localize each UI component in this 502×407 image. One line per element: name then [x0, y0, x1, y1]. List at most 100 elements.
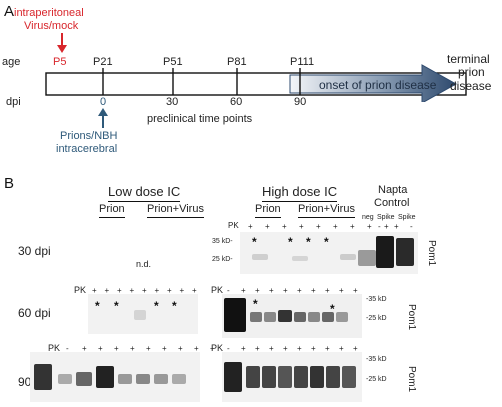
pk-sign: - — [378, 222, 381, 231]
pk-sign: + — [339, 344, 344, 353]
napta-lane-spike-2: Spike — [398, 214, 416, 221]
pk-sign: - — [227, 344, 230, 353]
blot-60dpi-high — [222, 294, 362, 338]
age-tick-p111: P111 — [290, 56, 315, 68]
pk-sign: + — [316, 222, 321, 231]
pk-sign: + — [299, 222, 304, 231]
significance-star: * — [114, 299, 119, 313]
pk-sign: + — [283, 286, 288, 295]
antibody-label-90: Pom1 — [406, 366, 417, 393]
intracerebral-label-1: Prions/NBH — [60, 130, 118, 142]
napta-title-2: Control — [374, 197, 410, 209]
low-dose-title: Low dose IC — [108, 185, 181, 202]
pk-sign: + — [241, 344, 246, 353]
mw-35-90: -35 kD — [366, 356, 387, 363]
pk-sign: - — [66, 344, 69, 353]
pk-sign: + — [283, 344, 288, 353]
pk-sign: + — [350, 222, 355, 231]
blot-90dpi-high — [222, 352, 362, 402]
significance-star: * — [154, 299, 159, 313]
age-row-label: age — [2, 56, 21, 68]
pk-sign: + — [394, 222, 399, 231]
pk-sign: + — [82, 344, 87, 353]
high-group-prion-virus: Prion+Virus — [298, 204, 355, 218]
pk-sign: + — [297, 344, 302, 353]
high-group-prion: Prion — [255, 204, 281, 218]
pk-sign: + — [241, 286, 246, 295]
pk-sign: + — [339, 286, 344, 295]
pk-sign: + — [114, 344, 119, 353]
pk-sign: + — [104, 286, 110, 295]
pk-sign: + — [154, 286, 160, 295]
blot-90dpi-low — [30, 352, 200, 402]
pk-sign: + — [167, 286, 172, 295]
pk-sign: + — [282, 222, 287, 231]
dpi-row-label: dpi — [6, 96, 21, 108]
not-done-label: n.d. — [136, 259, 152, 269]
disease-onset-arrow — [289, 64, 458, 102]
panel-a-letter: A — [4, 3, 15, 20]
pk-sign: + — [248, 222, 253, 231]
pk-sign: + — [92, 286, 97, 295]
dpi-tick-30: 30 — [166, 96, 179, 108]
mw-25-60: -25 kD — [366, 315, 387, 322]
antibody-label-60: Pom1 — [406, 304, 417, 331]
pk-sign: + — [311, 344, 316, 353]
pk-sign: + — [129, 286, 135, 295]
pk-sign: + — [353, 344, 358, 353]
injection-label-1: intraperitoneal — [14, 7, 84, 19]
blot-30dpi-high — [240, 232, 418, 274]
pk-sign: + — [162, 344, 167, 353]
pk-sign: + — [325, 286, 330, 295]
significance-star: * — [330, 302, 335, 316]
pk-sign: + — [117, 286, 122, 295]
pk-sign: + — [210, 344, 215, 353]
red-arrow-icon — [57, 33, 67, 53]
pk-sign: + — [311, 286, 316, 295]
pk-label-90-low: PK — [48, 343, 61, 353]
low-group-prion-virus: Prion+Virus — [147, 204, 204, 218]
blot-60dpi-low — [88, 294, 198, 334]
mw-25-90: -25 kD — [366, 376, 387, 383]
pk-sign: - — [410, 222, 413, 231]
significance-star: * — [324, 235, 329, 249]
pk-sign: + — [255, 344, 260, 353]
mw-35-30: 35 kD- — [212, 238, 233, 245]
blue-arrow-icon — [98, 108, 108, 128]
significance-star: * — [288, 235, 293, 249]
napta-lane-spike-1: Spike — [377, 214, 395, 221]
low-group-prion: Prion — [99, 204, 125, 218]
high-dose-title: High dose IC — [262, 185, 338, 202]
significance-star: * — [172, 299, 177, 313]
mw-35-60: -35 kD — [366, 296, 387, 303]
significance-star: * — [253, 297, 258, 311]
pk-sign: + — [297, 286, 302, 295]
pk-sign: + — [255, 286, 260, 295]
row-label-30dpi: 30 dpi — [18, 244, 51, 258]
pk-label-90-high: PK — [211, 343, 224, 353]
pk-sign: + — [333, 222, 338, 231]
pk-sign: + — [142, 286, 147, 295]
row-label-60dpi: 60 dpi — [18, 306, 51, 320]
antibody-label-30: Pom1 — [426, 240, 437, 267]
intracerebral-label-2: intracerebral — [56, 143, 118, 155]
pk-sign: + — [192, 286, 197, 295]
timeline-graphic — [45, 64, 467, 102]
preclinical-label: preclinical time points — [147, 113, 253, 125]
pk-sign: + — [325, 344, 330, 353]
pk-label-60-low: PK — [74, 285, 87, 295]
age-tick-p21: P21 — [93, 56, 113, 68]
terminal-label-1: terminal — [447, 52, 490, 66]
pk-sign: + — [130, 344, 135, 353]
injection-label-2: Virus/mock — [24, 20, 79, 32]
significance-star: * — [306, 235, 311, 249]
age-tick-p81: P81 — [227, 56, 247, 68]
age-tick-p51: P51 — [163, 56, 183, 68]
pk-sign: + — [353, 286, 358, 295]
pk-sign: + — [179, 286, 185, 295]
pk-sign: + — [269, 286, 274, 295]
significance-star: * — [95, 299, 100, 313]
pk-sign: + — [178, 344, 183, 353]
terminal-label-3: disease — [450, 79, 492, 93]
dpi-tick-0: 0 — [100, 96, 107, 108]
